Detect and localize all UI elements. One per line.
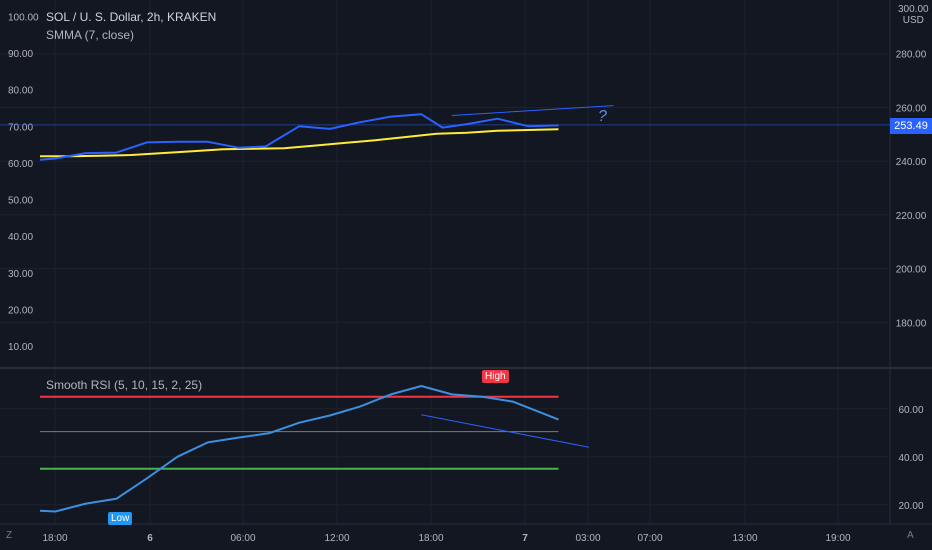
time-tick-label: 18:00 xyxy=(418,533,443,544)
auto-scale-button[interactable]: A xyxy=(907,530,914,541)
left-tick-label: 70.00 xyxy=(8,122,33,133)
currency-label[interactable]: 300.00 USD xyxy=(898,4,929,26)
rsi-tick-label: 60.00 xyxy=(898,405,923,416)
rsi-high-tag: High xyxy=(482,370,509,383)
price-tick-label: 180.00 xyxy=(896,318,927,329)
left-tick-label: 50.00 xyxy=(8,196,33,207)
left-tick-label: 20.00 xyxy=(8,305,33,316)
rsi-tick-label: 20.00 xyxy=(898,501,923,512)
left-tick-label: 90.00 xyxy=(8,49,33,60)
smooth-rsi-line xyxy=(39,385,559,513)
rsi-low-tag: Low xyxy=(108,512,133,525)
left-tick-label: 100.00 xyxy=(8,12,39,23)
rsi-tick-label: 40.00 xyxy=(898,453,923,464)
left-tick-label: 60.00 xyxy=(8,159,33,170)
currency-text: USD xyxy=(902,15,924,26)
smooth-rsi-label[interactable]: Smooth RSI (5, 10, 15, 2, 25) xyxy=(46,378,203,392)
time-tick-label: 18:00 xyxy=(42,533,67,544)
time-tick-label: 07:00 xyxy=(637,533,662,544)
zoom-button[interactable]: Z xyxy=(6,530,13,541)
time-tick-label: 7 xyxy=(522,533,528,544)
smma-indicator-label[interactable]: SMMA (7, close) xyxy=(46,28,135,42)
time-tick-label: 13:00 xyxy=(732,533,757,544)
price-tick-label: 220.00 xyxy=(896,211,927,222)
time-tick-label: 6 xyxy=(147,533,153,544)
left-tick-label: 30.00 xyxy=(8,269,33,280)
price-axis-top-tick: 300.00 xyxy=(898,4,929,15)
price-tick-label: 280.00 xyxy=(896,50,927,61)
smma-line xyxy=(40,128,559,158)
left-tick-label: 10.00 xyxy=(8,342,33,353)
price-tick-label: 240.00 xyxy=(896,157,927,168)
price-trend-line xyxy=(451,105,614,117)
time-tick-label: 06:00 xyxy=(230,533,255,544)
last-price-tag: 253.49 xyxy=(890,118,932,134)
time-tick-label: 03:00 xyxy=(575,533,600,544)
time-tick-label: 19:00 xyxy=(825,533,850,544)
price-line xyxy=(39,113,559,161)
left-tick-label: 80.00 xyxy=(8,86,33,97)
rsi-trend-line xyxy=(421,414,590,448)
price-tick-label: 200.00 xyxy=(896,265,927,276)
symbol-title[interactable]: SOL / U. S. Dollar, 2h, KRAKEN xyxy=(46,10,217,24)
left-tick-label: 40.00 xyxy=(8,232,33,243)
price-tick-label: 260.00 xyxy=(896,103,927,114)
question-annotation: ? xyxy=(598,108,607,125)
time-tick-label: 12:00 xyxy=(324,533,349,544)
